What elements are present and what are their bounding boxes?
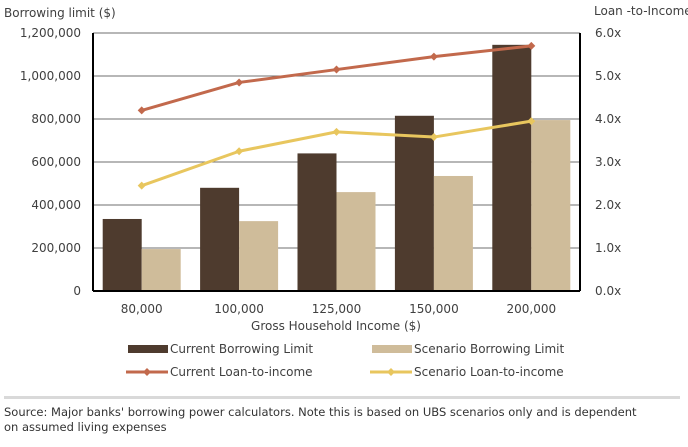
bar-scenario-borrowing-limit [433,175,473,291]
y-tick-label: 800,000 [31,112,81,126]
y-tick-label: 1,000,000 [20,69,81,83]
line-marker [429,133,438,142]
bar-current-borrowing-limit [492,44,532,292]
legend-marker [143,368,151,376]
y2-tick-label: 6.0x [595,26,621,40]
legend-label: Current Loan-to-income [170,365,313,379]
line-marker [137,181,146,190]
x-tick-label: 125,000 [312,302,362,316]
line-marker [527,41,536,50]
line-marker [235,147,244,156]
legend-label: Scenario Borrowing Limit [414,342,565,356]
bars [102,44,571,292]
legend-label: Current Borrowing Limit [170,342,313,356]
lines [137,41,536,190]
y-tick-label: 400,000 [31,198,81,212]
right-axis-ticks: 0.0x 1.0x 2.0x 3.0x 4.0x 5.0x 6.0x [595,26,621,298]
y-tick-label: 1,200,000 [20,26,81,40]
legend-swatch [128,345,168,353]
x-tick-label: 200,000 [506,302,556,316]
y2-tick-label: 1.0x [595,241,621,255]
y-tick-label: 0 [73,284,81,298]
bar-scenario-borrowing-limit [141,249,181,291]
y-tick-label: 600,000 [31,155,81,169]
line-marker [527,117,536,126]
source-line-2: on assumed living expenses [4,420,167,434]
y2-tick-label: 4.0x [595,112,621,126]
divider [4,396,680,399]
line-current-loan-to-income [141,44,532,112]
line-marker [137,106,146,115]
bar-scenario-borrowing-limit [239,221,279,291]
bar-scenario-borrowing-limit [531,120,571,291]
line-marker [235,78,244,87]
bar-current-borrowing-limit [102,218,142,291]
chart: 0 200,000 400,000 600,000 800,000 1,000,000 1,… [4,4,688,379]
left-axis-ticks: 0 200,000 400,000 600,000 800,000 1,000,000 1,… [20,26,81,298]
x-tick-label: 100,000 [214,302,264,316]
legend-label: Scenario Loan-to-income [414,365,564,379]
right-axis-title: Loan -to-Income [594,4,688,18]
plot-frame [92,32,581,292]
y2-tick-label: 2.0x [595,198,621,212]
bar-current-borrowing-limit [200,187,240,291]
x-axis-title: Gross Household Income ($) [251,319,421,333]
line-marker [332,65,341,74]
bar-current-borrowing-limit [297,153,337,291]
x-axis-ticks: 80,000 100,000 125,000 150,000 200,000 [121,302,556,316]
bar-scenario-borrowing-limit [336,192,376,291]
y-tick-label: 200,000 [31,241,81,255]
x-tick-label: 80,000 [121,302,163,316]
legend: Current Borrowing Limit Scenario Borrowin… [126,342,565,379]
y2-tick-label: 5.0x [595,69,621,83]
y2-tick-label: 3.0x [595,155,621,169]
left-axis-title: Borrowing limit ($) [4,6,116,20]
bar-current-borrowing-limit [394,115,434,292]
legend-swatch [372,345,412,353]
x-tick-label: 150,000 [409,302,459,316]
legend-marker [387,368,395,376]
source-line-1: Source: Major banks' borrowing power cal… [4,405,637,419]
y2-tick-label: 0.0x [595,284,621,298]
line-marker [332,127,341,136]
source-note: Source: Major banks' borrowing power cal… [4,405,680,435]
line-marker [429,52,438,61]
